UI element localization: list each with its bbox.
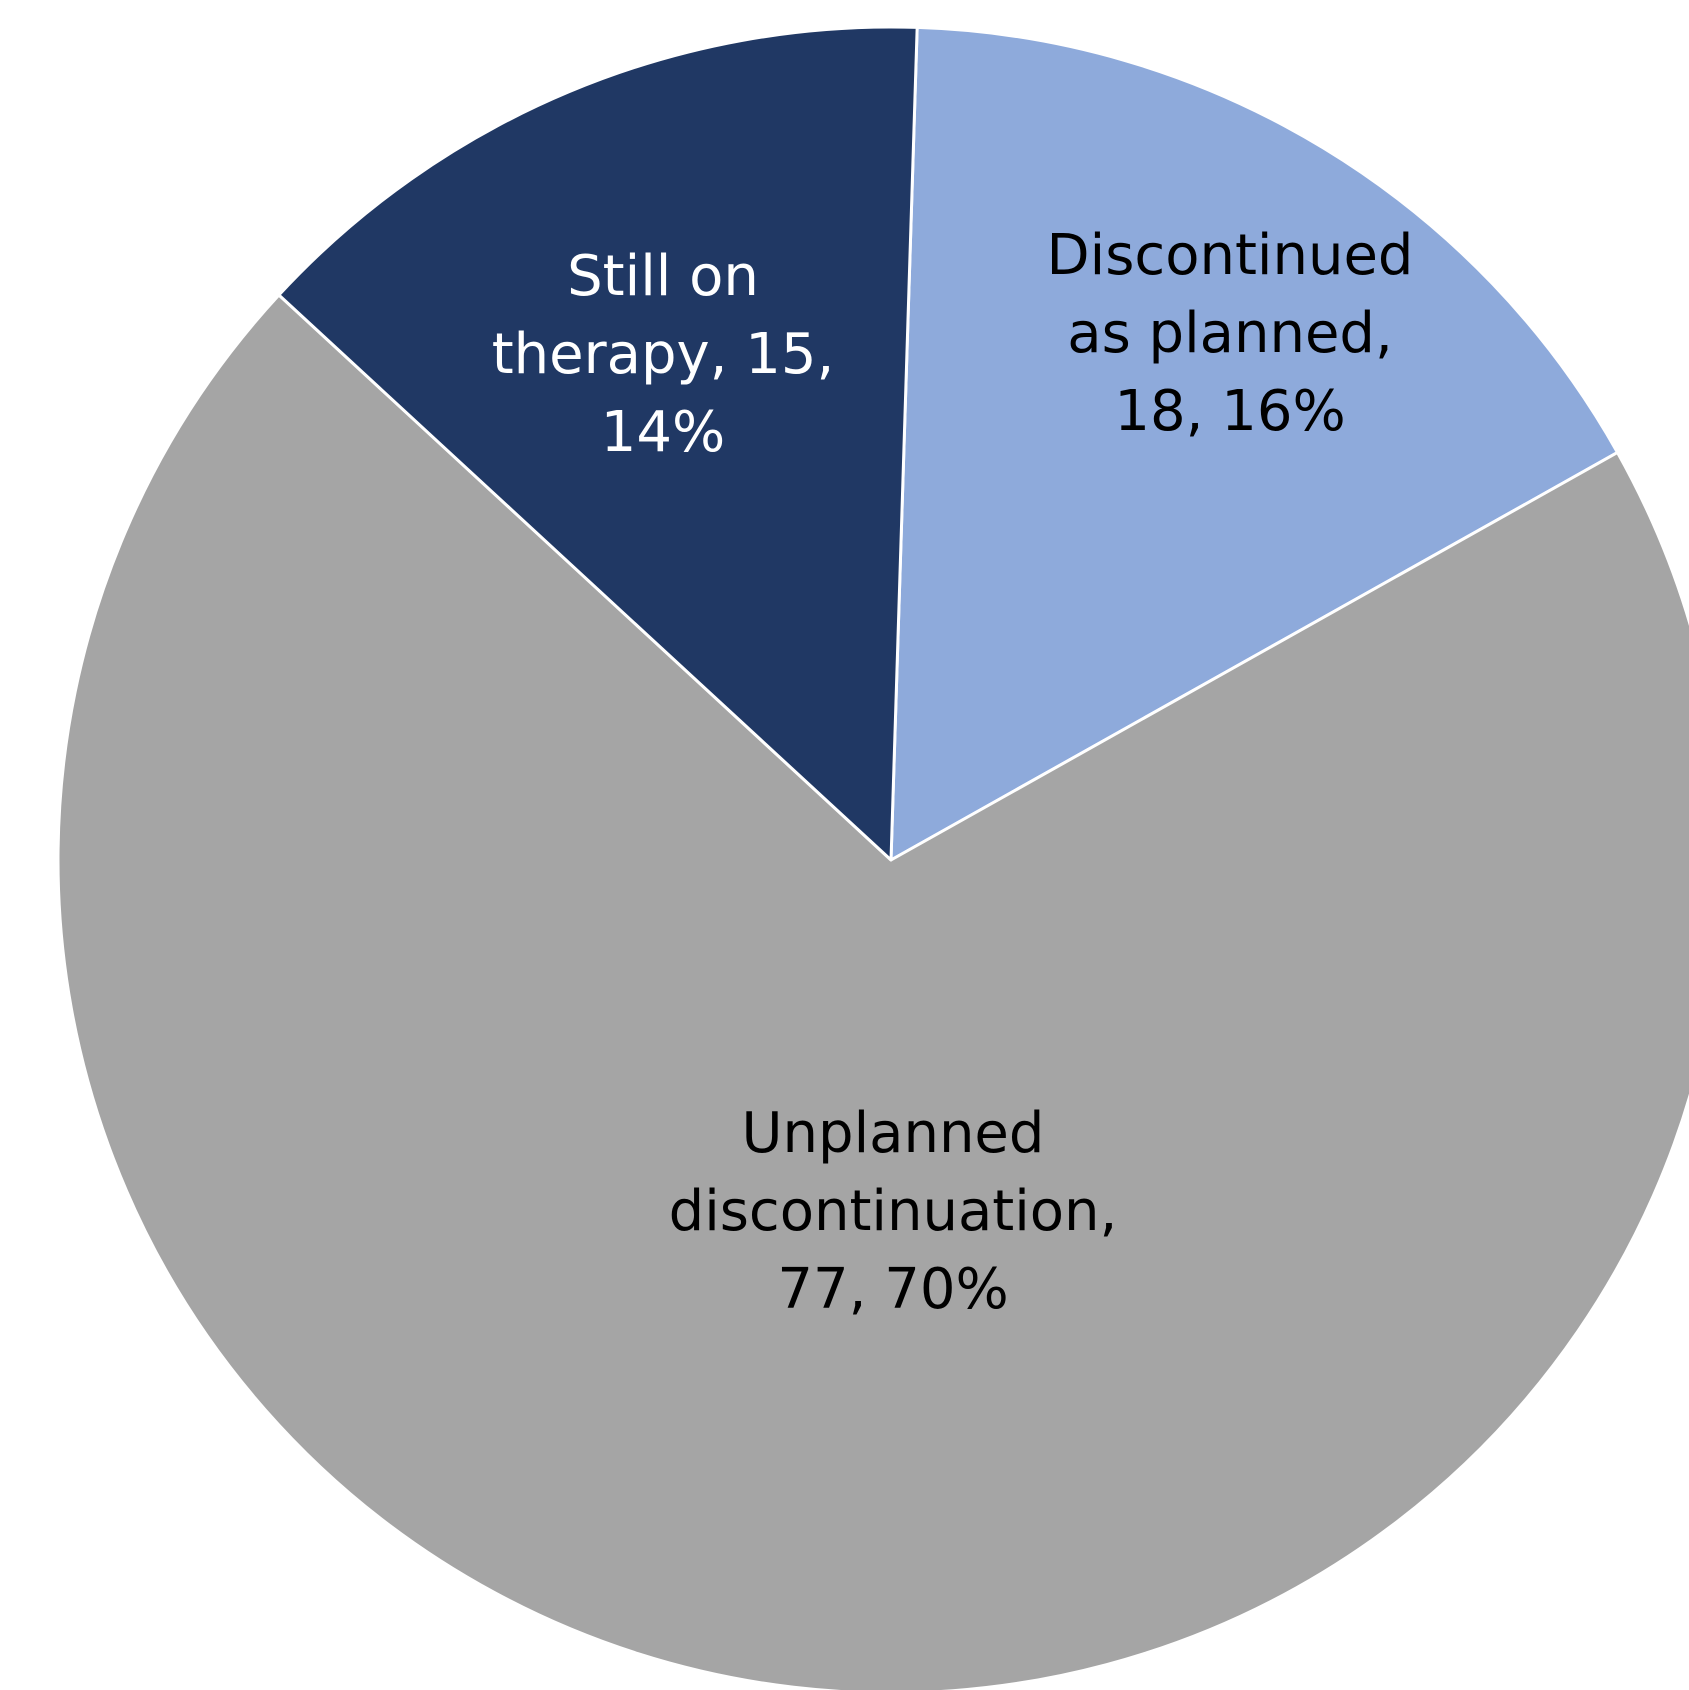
- data-label-line: 77, 70%: [777, 1257, 1008, 1322]
- data-label-discontinued-as-planned: Discontinued as planned, 18, 16%: [1047, 223, 1414, 444]
- pie-slices: [56, 25, 1689, 1690]
- data-label-still-on-therapy: Still on therapy, 15, 14%: [492, 244, 835, 465]
- pie-slice-discontinued-as-planned: [889, 25, 1619, 862]
- data-label-line: 18, 16%: [1114, 379, 1345, 444]
- data-label-line: Discontinued: [1047, 223, 1414, 288]
- data-label-line: discontinuation,: [669, 1179, 1118, 1244]
- data-label-line: therapy, 15,: [492, 322, 835, 387]
- data-label-unplanned-discontinuation: Unplanned discontinuation, 77, 70%: [669, 1101, 1118, 1322]
- data-label-line: as planned,: [1067, 301, 1393, 366]
- pie-slice-unplanned-discontinuation: [56, 293, 1689, 1690]
- data-label-line: Still on: [567, 244, 759, 309]
- pie-labels: Discontinued as planned, 18, 16% Unplanned d…: [492, 223, 1414, 1322]
- pie-slice-still-on-therapy: [277, 25, 919, 862]
- data-label-line: 14%: [601, 400, 725, 465]
- data-label-line: Unplanned: [742, 1101, 1045, 1166]
